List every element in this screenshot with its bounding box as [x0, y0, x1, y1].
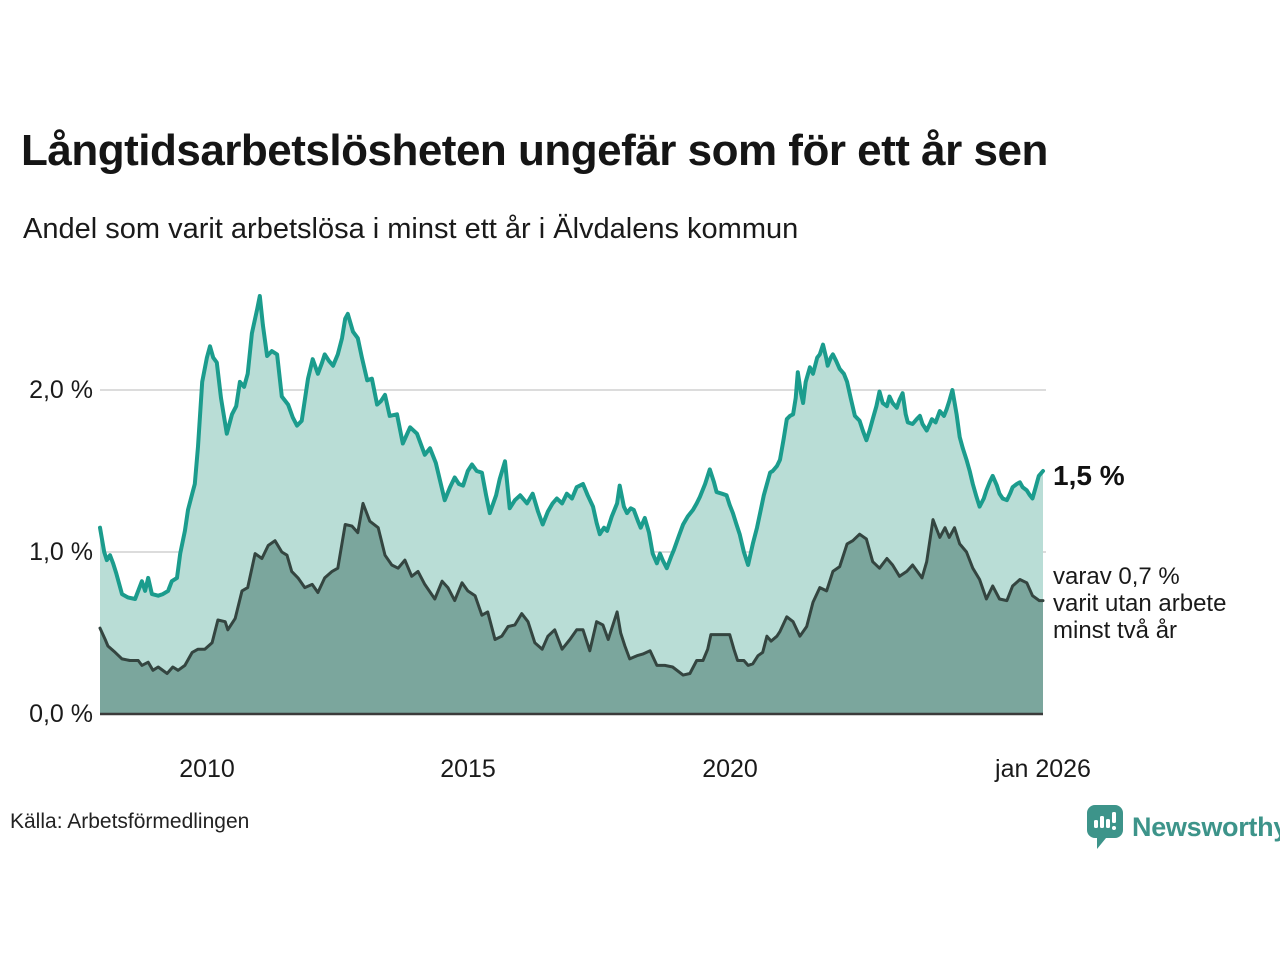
x-axis-tick-2010: 2010 — [179, 755, 235, 783]
secondary-annotation: varav 0,7 % varit utan arbete minst två … — [1053, 563, 1227, 644]
y-axis-tick-1: 1,0 % — [29, 538, 93, 566]
x-axis-tick-jan-2026: jan 2026 — [995, 755, 1091, 783]
newsworthy-logo-text: Newsworthy — [1132, 812, 1280, 842]
latest-value-annotation: 1,5 % — [1053, 460, 1125, 491]
x-axis-tick-2020: 2020 — [702, 755, 758, 783]
chart-subtitle: Andel som varit arbetslösa i minst ett å… — [23, 213, 799, 245]
x-axis-tick-2015: 2015 — [440, 755, 496, 783]
newsworthy-logo-icon — [1086, 804, 1124, 857]
newsworthy-logo: Newsworthy — [1086, 804, 1280, 857]
y-axis-tick-0: 0,0 % — [29, 700, 93, 728]
source-note: Källa: Arbetsförmedlingen — [10, 810, 250, 833]
y-axis-tick-2: 2,0 % — [29, 376, 93, 404]
page-title: Långtidsarbetslösheten ungefär som för e… — [21, 126, 1048, 175]
